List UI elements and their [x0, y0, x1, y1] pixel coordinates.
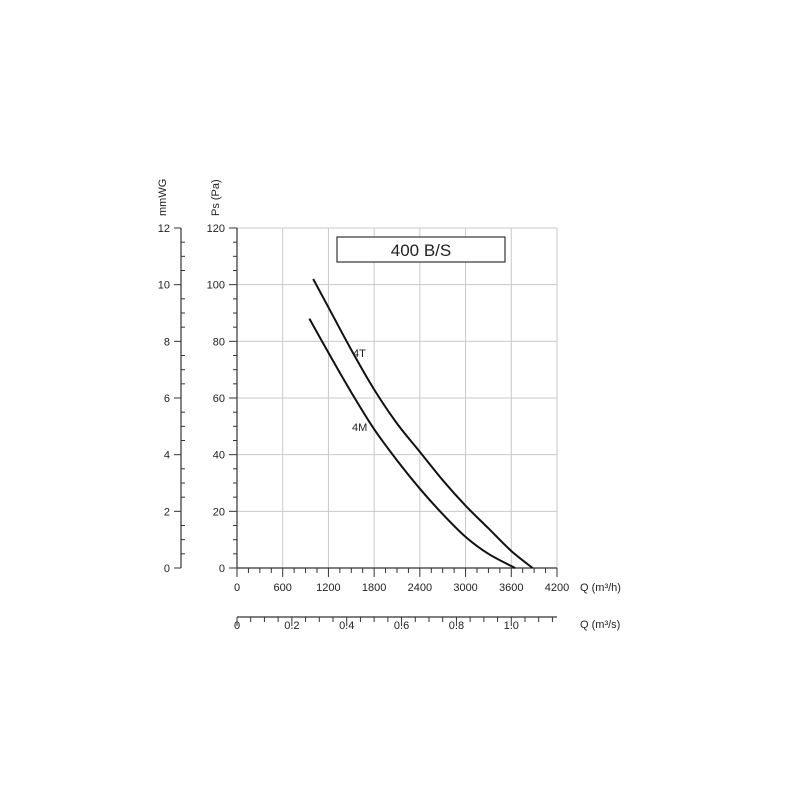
y-tick-label: 80	[213, 336, 225, 348]
y-tick-label: 60	[213, 393, 225, 405]
grid	[236, 227, 558, 569]
series-line-4t	[312, 278, 534, 569]
y-tick-label: 120	[207, 223, 225, 235]
title-box	[336, 236, 506, 263]
x-tick-label: 4200	[545, 582, 569, 594]
series-label-4t: 4T	[353, 348, 366, 360]
y-tick-label: 20	[213, 506, 225, 518]
x2-tick-label: 0.8	[449, 620, 464, 632]
y-tick-label: 40	[213, 450, 225, 462]
x2-tick-label: 0	[234, 620, 240, 632]
y2-tick-label: 4	[164, 450, 170, 462]
series-label-4m: 4M	[352, 422, 367, 434]
y-tick-label: 0	[219, 563, 225, 575]
x2-tick-label: 1.0	[504, 620, 519, 632]
x-axis-title: Q (m³/h)	[580, 582, 621, 594]
y2-tick-label: 6	[164, 393, 170, 405]
series-line-4m	[308, 318, 516, 569]
y2-tick-label: 8	[164, 336, 170, 348]
y2-tick-label: 12	[158, 223, 170, 235]
x-axis-title-secondary: Q (m³/s)	[580, 619, 620, 631]
x-tick-label: 600	[274, 582, 292, 594]
y-tick-label: 100	[207, 280, 225, 292]
series	[308, 278, 534, 569]
x-tick-label: 3600	[499, 582, 523, 594]
x-tick-label: 0	[234, 582, 240, 594]
y-axis-title-secondary: mmWG	[157, 179, 169, 216]
x-tick-label: 1200	[316, 582, 340, 594]
x2-tick-label: 0.2	[284, 620, 299, 632]
y2-tick-label: 0	[164, 563, 170, 575]
chart-title: 400 B/S	[391, 241, 452, 260]
axes	[174, 227, 558, 626]
y2-tick-label: 10	[158, 280, 170, 292]
x2-tick-label: 0.4	[339, 620, 354, 632]
x-tick-label: 3000	[453, 582, 477, 594]
y-axis-title: Ps (Pa)	[210, 179, 222, 216]
x-tick-label: 1800	[362, 582, 386, 594]
y2-tick-label: 2	[164, 506, 170, 518]
x2-tick-label: 0.6	[394, 620, 409, 632]
x-tick-label: 2400	[408, 582, 432, 594]
